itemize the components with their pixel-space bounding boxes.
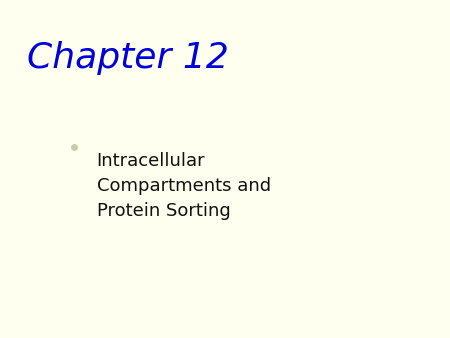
Text: Chapter 12: Chapter 12	[27, 41, 229, 75]
Text: Intracellular
Compartments and
Protein Sorting: Intracellular Compartments and Protein S…	[97, 152, 271, 220]
